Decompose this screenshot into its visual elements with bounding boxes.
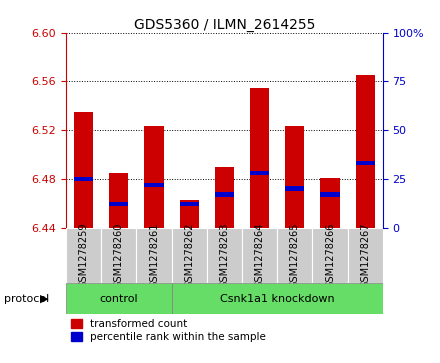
Bar	[74, 177, 93, 181]
Bar	[312, 228, 348, 284]
Bar	[180, 202, 199, 207]
Text: Csnk1a1 knockdown: Csnk1a1 knockdown	[220, 294, 334, 303]
Bar	[250, 87, 269, 228]
Bar	[180, 200, 199, 228]
Bar	[144, 183, 164, 187]
Bar	[320, 192, 340, 197]
Text: GSM1278261: GSM1278261	[149, 223, 159, 288]
Bar	[66, 284, 172, 314]
Text: GSM1278262: GSM1278262	[184, 223, 194, 288]
Text: GSM1278263: GSM1278263	[220, 223, 229, 288]
Bar	[144, 126, 164, 228]
Text: control: control	[99, 294, 138, 303]
Bar	[172, 228, 207, 284]
Legend: transformed count, percentile rank within the sample: transformed count, percentile rank withi…	[71, 319, 266, 342]
Bar	[285, 187, 304, 191]
Bar	[136, 228, 172, 284]
Text: GSM1278259: GSM1278259	[79, 223, 88, 288]
Bar	[172, 284, 383, 314]
Bar	[215, 192, 234, 197]
Bar	[348, 228, 383, 284]
Bar	[66, 228, 101, 284]
Bar	[285, 126, 304, 228]
Bar	[215, 167, 234, 228]
Bar	[250, 171, 269, 175]
Bar	[242, 228, 277, 284]
Bar	[109, 173, 128, 228]
Text: protocol: protocol	[4, 294, 50, 303]
Text: GSM1278266: GSM1278266	[325, 223, 335, 288]
Bar	[320, 178, 340, 228]
Text: ▶: ▶	[40, 294, 48, 303]
Text: GSM1278264: GSM1278264	[255, 223, 264, 288]
Text: GSM1278260: GSM1278260	[114, 223, 124, 288]
Bar	[356, 161, 375, 166]
Bar	[101, 228, 136, 284]
Text: GSM1278265: GSM1278265	[290, 223, 300, 288]
Bar	[356, 75, 375, 228]
Bar	[277, 228, 312, 284]
Title: GDS5360 / ILMN_2614255: GDS5360 / ILMN_2614255	[134, 18, 315, 32]
Bar	[207, 228, 242, 284]
Bar	[109, 202, 128, 207]
Bar	[74, 112, 93, 228]
Text: GSM1278267: GSM1278267	[360, 223, 370, 288]
